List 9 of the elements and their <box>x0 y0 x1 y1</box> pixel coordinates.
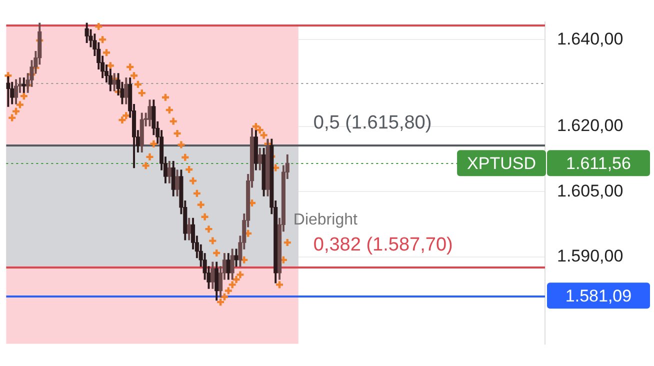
ref-line-label: 0,382 (1.587,70) <box>313 234 453 256</box>
annotation: Diebright <box>293 211 358 228</box>
ref-line-label: 1.581,09 <box>565 286 632 306</box>
y-tick-label: 1.605,00 <box>557 181 624 200</box>
y-tick-label: 1.640,00 <box>557 29 624 48</box>
y-tick-label: 1.620,00 <box>557 116 624 136</box>
ref-line-label: 0,5 (1.615,80) <box>313 112 432 134</box>
text: XPTUSD 1.611,56 <box>467 154 631 173</box>
y-tick-label: 1.590,00 <box>557 246 624 266</box>
